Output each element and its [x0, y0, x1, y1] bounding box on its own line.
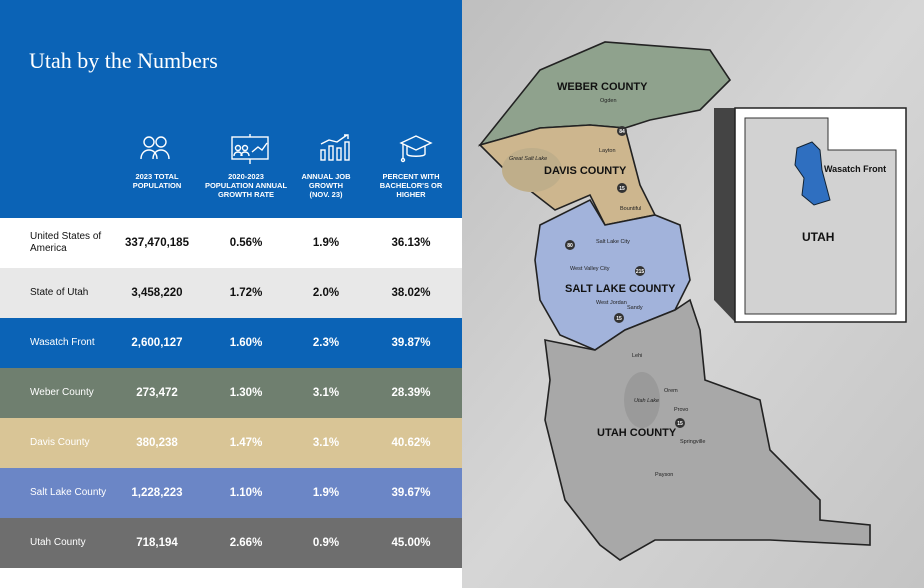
- cell-value: 28.39%: [391, 387, 431, 399]
- water-label: Great Salt Lake: [509, 156, 547, 162]
- row-label: State of Utah: [30, 287, 89, 298]
- icon-graduation: [399, 135, 433, 163]
- header-line: POPULATION ANNUAL: [204, 181, 288, 190]
- cell-value: 718,194: [136, 537, 178, 549]
- table-row: Weber County 273,472 1.30% 3.1% 28.39%: [0, 368, 462, 418]
- header-line: HIGHER: [396, 190, 426, 199]
- header-line: GROWTH RATE: [217, 190, 275, 199]
- cell-value: 380,238: [136, 437, 178, 449]
- city: Payson: [655, 472, 673, 478]
- water-label: Utah Lake: [634, 398, 659, 404]
- row-label: Wasatch Front: [30, 337, 95, 348]
- row-label: Salt Lake County: [30, 487, 107, 498]
- header-line: POPULATION: [132, 181, 182, 190]
- highway: 15: [677, 421, 683, 427]
- table-row: Davis County 380,238 1.47% 3.1% 40.62%: [0, 418, 462, 468]
- header-band: Utah by the Numbers 2023 TOTAL POPULATION…: [0, 0, 462, 218]
- cell-value: 36.13%: [391, 237, 431, 249]
- utah-county-shape: [544, 298, 871, 561]
- header-line: BACHELOR'S OR: [379, 181, 443, 190]
- header-line: 2023 TOTAL: [135, 172, 179, 181]
- cell-value: 45.00%: [391, 537, 431, 549]
- title: Utah by the Numbers: [29, 48, 218, 73]
- inset-region: Wasatch Front: [824, 164, 886, 174]
- city: Orem: [664, 388, 678, 394]
- header-line: ANNUAL JOB: [301, 172, 351, 181]
- header-line: PERCENT WITH: [382, 172, 440, 181]
- highway: 15: [616, 316, 622, 322]
- cell-value: 0.9%: [312, 537, 340, 549]
- county-label: SALT LAKE COUNTY: [565, 283, 676, 295]
- cell-value: 1.10%: [229, 487, 263, 499]
- column-header: 2023 TOTAL POPULATION: [109, 172, 205, 190]
- cell-value: 3.1%: [312, 437, 340, 449]
- table-row: Utah County 718,194 2.66% 0.9% 45.00%: [0, 518, 462, 568]
- cell-value: 273,472: [136, 387, 178, 399]
- cell-value: 0.56%: [229, 237, 263, 249]
- cell-value: 2.0%: [312, 287, 340, 299]
- table-row: State of Utah 3,458,220 1.72% 2.0% 38.02%: [0, 268, 462, 318]
- header-line: (NOV. 23): [309, 190, 343, 199]
- cell-value: 1.72%: [229, 287, 263, 299]
- row-label: Davis County: [30, 437, 90, 448]
- counties: [477, 41, 871, 561]
- header-line: GROWTH: [308, 181, 344, 190]
- row-label: Weber County: [30, 387, 94, 398]
- map: WEBER COUNTY DAVIS COUNTY SALT LAKE COUN…: [462, 0, 924, 588]
- city: Salt Lake City: [596, 239, 630, 245]
- cell-value: 39.67%: [391, 487, 431, 499]
- city: Provo: [674, 407, 688, 413]
- city: Sandy: [627, 305, 643, 311]
- county-label: WEBER COUNTY: [557, 81, 648, 93]
- cell-value: 1.60%: [229, 337, 263, 349]
- highway: 84: [619, 129, 625, 135]
- cell-value: 1.9%: [312, 237, 340, 249]
- cell-value: 38.02%: [391, 287, 431, 299]
- cell-value: 1.30%: [229, 387, 263, 399]
- cell-value: 1,228,223: [131, 487, 183, 499]
- lake: [502, 148, 562, 192]
- column-header: PERCENT WITH BACHELOR'S OR HIGHER: [363, 172, 459, 199]
- cell-value: 2,600,127: [131, 337, 183, 349]
- cell-value: 40.62%: [391, 437, 431, 449]
- header-line: 2020-2023: [228, 172, 264, 181]
- lake: [624, 372, 660, 428]
- icon-people: [140, 136, 170, 160]
- city: Lehi: [632, 353, 642, 359]
- column-header: 2020-2023 POPULATION ANNUAL GROWTH RATE: [198, 172, 294, 199]
- cell-value: 337,470,185: [125, 237, 189, 249]
- table-panel: Utah by the Numbers 2023 TOTAL POPULATION…: [0, 0, 462, 568]
- cell-value: 2.3%: [312, 337, 340, 349]
- city: Bountiful: [620, 206, 641, 212]
- cell-value: 3.1%: [312, 387, 340, 399]
- county-label: DAVIS COUNTY: [544, 165, 627, 177]
- highway: 215: [636, 269, 645, 275]
- city: West Valley City: [570, 266, 610, 272]
- highway: 80: [567, 243, 573, 249]
- city: Layton: [599, 148, 616, 154]
- wasatch-shape: [794, 141, 831, 206]
- city: Ogden: [600, 98, 617, 104]
- cell-value: 1.47%: [229, 437, 263, 449]
- city: West Jordan: [596, 300, 627, 306]
- icon-chart-board: [231, 134, 269, 164]
- table-row: Wasatch Front 2,600,127 1.60% 2.3% 39.87%: [0, 318, 462, 368]
- cell-value: 39.87%: [391, 337, 431, 349]
- inset: Wasatch Front UTAH: [714, 107, 907, 323]
- city: Springville: [680, 439, 705, 445]
- row-label: Utah County: [30, 537, 86, 548]
- row-label: United States of America: [30, 231, 102, 254]
- cell-value: 1.9%: [312, 487, 340, 499]
- table-row: United States of America 337,470,185 0.56%…: [0, 218, 462, 268]
- cell-value: 3,458,220: [131, 287, 183, 299]
- cell-value: 2.66%: [229, 537, 263, 549]
- icon-bars: [320, 134, 350, 161]
- highway: 15: [619, 186, 625, 192]
- column-header: ANNUAL JOB GROWTH (NOV. 23): [278, 172, 374, 199]
- county-label: UTAH COUNTY: [597, 427, 677, 439]
- inset-state: UTAH: [802, 230, 834, 244]
- table-row: Salt Lake County 1,228,223 1.10% 1.9% 39.67%: [0, 468, 462, 518]
